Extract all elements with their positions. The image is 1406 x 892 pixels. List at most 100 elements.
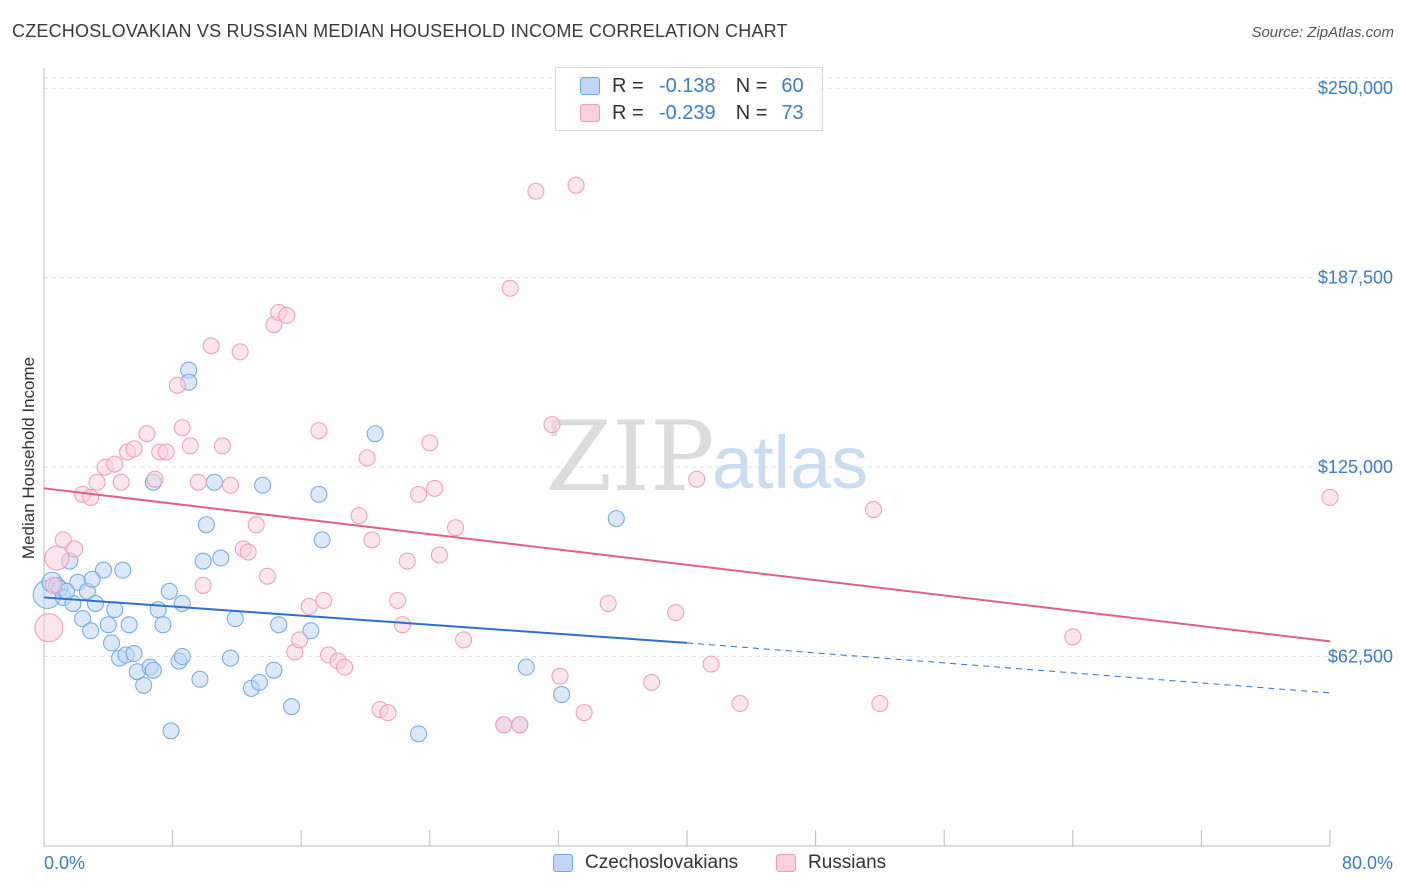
point-russians: [157, 443, 175, 461]
point-russians: [871, 695, 889, 713]
y-tick-label: $187,500: [1318, 268, 1393, 288]
point-russians: [291, 631, 309, 649]
legend-row-russians: R = -0.239 N = 73: [556, 99, 804, 127]
point-russians: [315, 591, 333, 609]
point-russians: [455, 631, 473, 649]
point-czechoslovakians: [270, 616, 288, 634]
point-russians: [398, 552, 416, 570]
point-czechoslovakians: [226, 610, 244, 628]
point-russians: [168, 376, 186, 394]
point-russians: [1064, 628, 1082, 646]
point-russians: [389, 591, 407, 609]
point-russians: [702, 655, 720, 673]
point-russians: [447, 519, 465, 537]
point-russians: [393, 616, 411, 634]
point-russians: [410, 485, 428, 503]
point-czechoslovakians: [283, 698, 301, 716]
legend-swatch-pink: [580, 104, 600, 122]
legend-swatch-blue: [553, 854, 573, 872]
point-russians: [336, 658, 354, 676]
point-russians: [567, 176, 585, 194]
point-russians: [667, 604, 685, 622]
point-russians: [310, 422, 328, 440]
axes: [43, 68, 1331, 847]
point-russians: [88, 473, 106, 491]
point-russians: [575, 704, 593, 722]
point-czechoslovakians: [154, 616, 172, 634]
series-legend-czechoslovakians[interactable]: Czechoslovakians: [553, 852, 738, 874]
series-legend-label: Czechoslovakians: [585, 852, 739, 873]
point-russians: [146, 470, 164, 488]
point-russians: [363, 531, 381, 549]
legend-r-value: -0.138: [658, 74, 716, 97]
point-russians: [599, 595, 617, 612]
point-czechoslovakians: [125, 645, 143, 663]
point-russians: [731, 695, 749, 713]
point-czechoslovakians: [94, 561, 112, 579]
point-russians: [430, 546, 448, 564]
point-czechoslovakians: [607, 510, 625, 528]
point-czechoslovakians: [83, 570, 101, 588]
watermark-zip: ZIP: [545, 401, 714, 513]
legend-r-label: R =: [612, 101, 644, 124]
point-russians: [511, 716, 529, 734]
point-czechoslovakians: [254, 476, 272, 494]
point-czechoslovakians: [313, 531, 331, 549]
watermark-atlas: atlas: [712, 421, 868, 504]
legend-n-value: 73: [781, 101, 804, 124]
point-czechoslovakians: [366, 425, 384, 443]
point-czechoslovakians: [310, 485, 328, 503]
grid-lines: [44, 77, 1395, 658]
point-russians: [125, 440, 143, 458]
point-russians: [181, 437, 199, 455]
point-czechoslovakians: [194, 552, 212, 570]
point-russians: [231, 343, 249, 361]
point-russians: [202, 337, 220, 355]
trend-lines: [43, 487, 1331, 694]
point-russians: [551, 667, 569, 685]
point-russians: [82, 488, 100, 506]
point-czechoslovakians: [103, 634, 121, 652]
point-czechoslovakians: [553, 685, 571, 703]
point-czechoslovakians: [517, 658, 535, 676]
point-russians: [44, 545, 70, 571]
legend-n-value: 60: [781, 74, 804, 97]
point-czechoslovakians: [149, 601, 167, 619]
point-czechoslovakians: [86, 595, 104, 612]
point-russians: [543, 416, 561, 434]
point-czechoslovakians: [120, 616, 138, 634]
point-russians: [213, 437, 231, 455]
series-legend-label: Russians: [808, 852, 887, 873]
point-russians: [688, 470, 706, 488]
point-czechoslovakians: [82, 622, 100, 640]
series-legend-russians[interactable]: Russians: [776, 852, 886, 874]
point-czechoslovakians: [205, 473, 223, 491]
point-czechoslovakians: [106, 601, 124, 619]
point-czechoslovakians: [173, 595, 191, 612]
y-tick-label: $250,000: [1318, 78, 1393, 98]
point-russians: [45, 576, 63, 594]
point-czechoslovakians: [162, 722, 180, 740]
point-czechoslovakians: [197, 516, 215, 534]
point-russians: [112, 473, 130, 491]
point-czechoslovakians: [173, 648, 191, 666]
point-russians: [426, 479, 444, 497]
point-russians: [864, 501, 882, 519]
trend-line-czechoslovakians-extension: [686, 642, 1331, 694]
point-czechoslovakians: [212, 549, 230, 567]
axis-labels: $62,500 $125,000 $187,500 $250,000 0.0% 80.0%…: [19, 78, 1393, 873]
trend-line-czechoslovakians: [43, 596, 688, 644]
data-points: [32, 176, 1339, 743]
point-russians: [66, 540, 84, 558]
series-legend: Czechoslovakians Russians: [0, 852, 1406, 878]
point-russians: [421, 434, 439, 452]
point-russians: [247, 516, 265, 534]
chart-title: CZECHOSLOVAKIAN VS RUSSIAN MEDIAN HOUSEH…: [12, 21, 788, 41]
point-czechoslovakians: [250, 673, 268, 691]
legend-n-label: N =: [735, 74, 768, 97]
point-russians: [106, 455, 124, 473]
point-russians: [300, 598, 318, 616]
point-russians: [379, 704, 397, 722]
point-russians: [350, 507, 368, 525]
